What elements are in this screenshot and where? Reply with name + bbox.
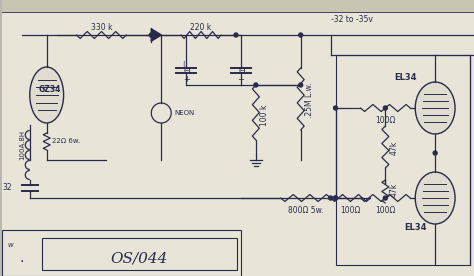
- Polygon shape: [151, 29, 161, 41]
- Text: +: +: [237, 76, 245, 84]
- Text: 220 k: 220 k: [191, 23, 212, 33]
- Text: Θ: Θ: [184, 67, 191, 76]
- Circle shape: [334, 106, 337, 110]
- Ellipse shape: [30, 67, 64, 123]
- Text: EL34: EL34: [394, 73, 417, 83]
- Text: -32 to -35v: -32 to -35v: [330, 15, 373, 25]
- Text: 47k: 47k: [389, 183, 398, 197]
- Circle shape: [299, 33, 303, 37]
- Text: NEON: NEON: [174, 110, 194, 116]
- Text: 22Ω 6w.: 22Ω 6w.: [52, 138, 80, 144]
- Text: 330 k: 330 k: [91, 23, 112, 33]
- Ellipse shape: [415, 82, 455, 134]
- Text: 100Ω: 100Ω: [340, 206, 361, 215]
- Text: 100Ω: 100Ω: [375, 116, 395, 125]
- Circle shape: [383, 106, 387, 110]
- Circle shape: [433, 151, 437, 155]
- Text: 800Ω 5w.: 800Ω 5w.: [288, 206, 323, 215]
- Text: .: .: [19, 251, 24, 265]
- Circle shape: [383, 196, 387, 200]
- Circle shape: [254, 83, 258, 87]
- Text: GZ34: GZ34: [38, 84, 61, 94]
- Text: 32: 32: [2, 184, 12, 192]
- Circle shape: [334, 196, 337, 200]
- Text: |: |: [182, 62, 184, 68]
- Text: 100Ω: 100Ω: [375, 206, 395, 215]
- Text: +: +: [182, 76, 190, 84]
- Circle shape: [334, 196, 337, 200]
- Text: OS/044: OS/044: [110, 251, 168, 265]
- Text: 47k: 47k: [389, 141, 398, 155]
- Bar: [42, 238, 237, 270]
- Text: .25M L.w.: .25M L.w.: [305, 82, 314, 118]
- Circle shape: [299, 83, 303, 87]
- Text: 100 k: 100 k: [260, 104, 269, 126]
- Bar: [2, 0, 474, 12]
- Text: Θ: Θ: [238, 67, 245, 76]
- Bar: [336, 55, 470, 265]
- Bar: [2, 230, 241, 276]
- Circle shape: [328, 196, 333, 200]
- Circle shape: [149, 33, 153, 37]
- Circle shape: [234, 33, 238, 37]
- Text: 100A.8H: 100A.8H: [19, 130, 25, 160]
- Text: EL34: EL34: [404, 224, 427, 232]
- Text: w: w: [7, 242, 13, 248]
- Ellipse shape: [415, 172, 455, 224]
